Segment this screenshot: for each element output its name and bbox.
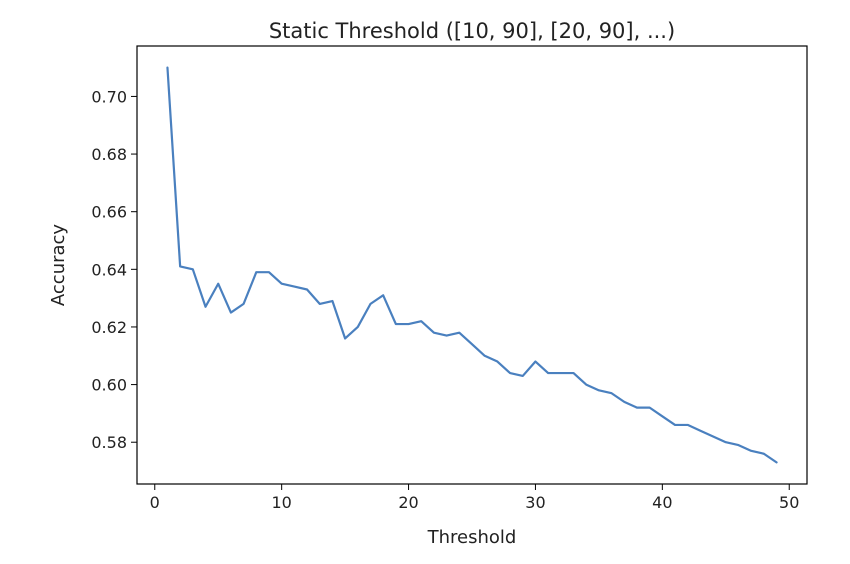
chart-title: Static Threshold ([10, 90], [20, 90], ..… (269, 19, 675, 43)
y-tick-label: 0.66 (91, 203, 127, 222)
y-tick-label: 0.64 (91, 260, 127, 279)
x-tick-label: 30 (525, 493, 545, 512)
y-axis: 0.58 0.60 0.62 0.64 0.66 0.68 0.70 (91, 87, 137, 452)
x-axis-label: Threshold (427, 527, 517, 548)
y-tick-label: 0.58 (91, 433, 127, 452)
y-axis-label: Accuracy (48, 224, 69, 307)
x-tick-label: 0 (150, 493, 160, 512)
x-tick-label: 40 (652, 493, 672, 512)
plot-area-frame (136, 45, 808, 485)
series-line (166, 66, 778, 464)
x-tick-label: 20 (398, 493, 418, 512)
x-tick-label: 50 (779, 493, 799, 512)
y-tick-label: 0.70 (91, 87, 127, 106)
y-tick-label: 0.60 (91, 376, 127, 395)
y-tick-label: 0.62 (91, 318, 127, 337)
y-tick-label: 0.68 (91, 145, 127, 164)
x-tick-label: 10 (271, 493, 291, 512)
x-axis: 0 10 20 30 40 50 (150, 484, 799, 512)
